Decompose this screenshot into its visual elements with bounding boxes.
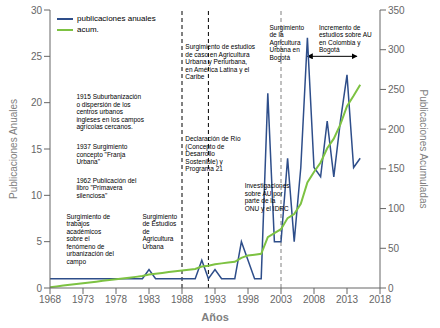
svg-text:1983: 1983 bbox=[138, 294, 161, 305]
svg-text:200: 200 bbox=[388, 124, 405, 135]
html-text:publicaciones anuales: publicaciones anuales bbox=[77, 14, 156, 23]
svg-text:250: 250 bbox=[388, 84, 405, 95]
html-text:1962 Publicación del libro "Pr: 1962 Publicación del libro "Primavera si… bbox=[76, 176, 137, 199]
svg-text:20: 20 bbox=[31, 97, 43, 108]
svg-text:1993: 1993 bbox=[204, 294, 227, 305]
svg-text:30: 30 bbox=[31, 5, 43, 16]
svg-text:Años: Años bbox=[201, 311, 229, 323]
svg-text:1978: 1978 bbox=[105, 294, 128, 305]
svg-text:100: 100 bbox=[388, 203, 405, 214]
svg-text:15: 15 bbox=[31, 144, 43, 155]
html-text:1937 Surgimiento concepto "Fra: 1937 Surgimiento concepto "Franja Urbana… bbox=[76, 143, 128, 166]
html-text:Declaración de Río (Concepto d: Declaración de Río (Concepto de Desarrol… bbox=[185, 135, 241, 173]
svg-text:2013: 2013 bbox=[336, 294, 359, 305]
svg-text:2008: 2008 bbox=[303, 294, 326, 305]
svg-text:1988: 1988 bbox=[171, 294, 194, 305]
svg-text:Publicaciones Acumuladas: Publicaciones Acumuladas bbox=[418, 90, 429, 209]
svg-text:1998: 1998 bbox=[237, 294, 260, 305]
svg-text:150: 150 bbox=[388, 163, 405, 174]
html-text:Investigaciones sobre AU por p: Investigaciones sobre AU por parte de la… bbox=[244, 182, 290, 212]
svg-text:300: 300 bbox=[388, 44, 405, 55]
svg-text:0: 0 bbox=[388, 283, 394, 294]
html-text:1915 Suburbanización o dispers: 1915 Suburbanización o dispersión de los… bbox=[76, 93, 144, 131]
html-text:Surgimiento de estudios de cas: Surgimiento de estudios de caso en Agric… bbox=[185, 43, 255, 81]
html-text:Surgimiento de Estudios de Agr: Surgimiento de Estudios de Agricultura U… bbox=[142, 212, 178, 250]
svg-text:1968: 1968 bbox=[39, 294, 62, 305]
svg-text:2018: 2018 bbox=[369, 294, 392, 305]
svg-text:50: 50 bbox=[388, 243, 400, 254]
html-text:Surgimiento de la Agricultura: Surgimiento de la Agricultura Urbana en … bbox=[269, 23, 305, 61]
html-text:Surgimiento de trabajos académ: Surgimiento de trabajos académicos sobre… bbox=[66, 212, 114, 265]
svg-text:1973: 1973 bbox=[72, 294, 95, 305]
svg-text:Publicaciones Anuales: Publicaciones Anuales bbox=[8, 99, 19, 199]
html-text:Incremento de estudios sobre A: Incremento de estudios sobre AU en Colom… bbox=[318, 23, 372, 54]
svg-text:2003: 2003 bbox=[270, 294, 293, 305]
html-text:acum.: acum. bbox=[77, 25, 99, 34]
svg-text:350: 350 bbox=[388, 5, 405, 16]
svg-text:5: 5 bbox=[36, 236, 42, 247]
svg-text:10: 10 bbox=[31, 190, 43, 201]
svg-text:25: 25 bbox=[31, 51, 43, 62]
svg-text:0: 0 bbox=[36, 283, 42, 294]
